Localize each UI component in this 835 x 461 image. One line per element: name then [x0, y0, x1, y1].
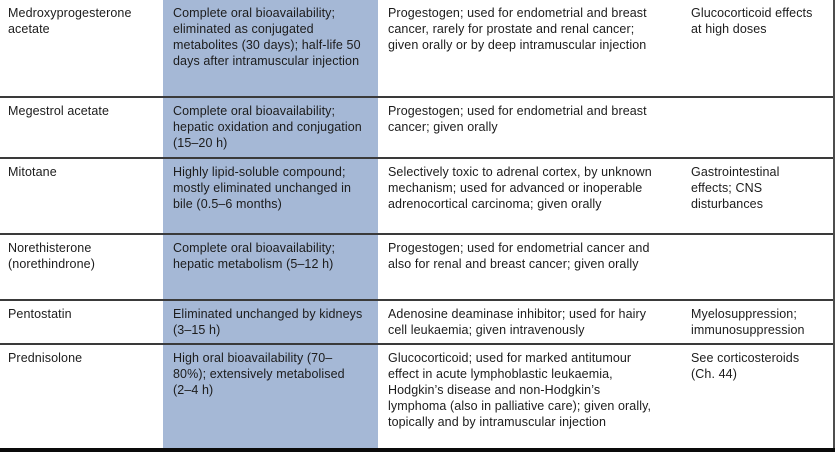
pharmacokinetics-cell: Complete oral bioavailability; eliminate… — [163, 0, 378, 96]
drug-name: Medroxyprogesterone acetate — [8, 6, 132, 36]
table-row: Prednisolone High oral bioavailability (… — [0, 343, 833, 448]
mechanism-use-cell: Adenosine deaminase inhibitor; used for … — [388, 307, 647, 337]
side-effects-cell — [688, 235, 833, 299]
table-row: Pentostatin Eliminated unchanged by kidn… — [0, 299, 833, 343]
side-effects-cell: See corticosteroids (Ch. 44) — [691, 351, 800, 381]
drug-reference-table: Medroxyprogesterone acetate Complete ora… — [0, 0, 835, 448]
drug-name: Mitotane — [8, 165, 57, 179]
mechanism-use-cell: Progestogen; used for endometrial cancer… — [388, 241, 650, 271]
table-row: Norethisterone (norethindrone) Complete … — [0, 233, 833, 299]
pharmacokinetics-cell: Highly lipid-soluble compound; mostly el… — [163, 159, 378, 233]
table-bottom-rule — [0, 448, 835, 452]
table-row: Medroxyprogesterone acetate Complete ora… — [0, 0, 833, 96]
table-row: Megestrol acetate Complete oral bioavail… — [0, 96, 833, 157]
side-effects-cell: Glucocorticoid effects at high doses — [691, 6, 813, 36]
side-effects-cell — [688, 98, 833, 157]
drug-name: Pentostatin — [8, 307, 72, 321]
drug-name: Prednisolone — [8, 351, 83, 365]
mechanism-use-cell: Progestogen; used for endometrial and br… — [388, 6, 647, 52]
side-effects-cell: Myelosuppression; immunosuppression — [691, 307, 805, 337]
table-row: Mitotane Highly lipid-soluble compound; … — [0, 157, 833, 233]
pharmacokinetics-cell: High oral bioavailability (70–80%); exte… — [163, 345, 378, 448]
mechanism-use-cell: Progestogen; used for endometrial and br… — [388, 104, 647, 134]
pharmacokinetics-cell: Complete oral bioavailability; hepatic o… — [163, 98, 378, 157]
drug-name: Megestrol acetate — [8, 104, 110, 118]
drug-name: Norethisterone (norethindrone) — [8, 241, 95, 271]
pharmacokinetics-cell: Complete oral bioavailability; hepatic m… — [163, 235, 378, 299]
side-effects-cell: Gastrointestinal effects; CNS disturbanc… — [691, 165, 780, 211]
pharmacokinetics-cell: Eliminated unchanged by kidneys (3–15 h) — [163, 301, 378, 343]
mechanism-use-cell: Selectively toxic to adrenal cortex, by … — [388, 165, 652, 211]
mechanism-use-cell: Glucocorticoid; used for marked antitumo… — [388, 351, 652, 429]
